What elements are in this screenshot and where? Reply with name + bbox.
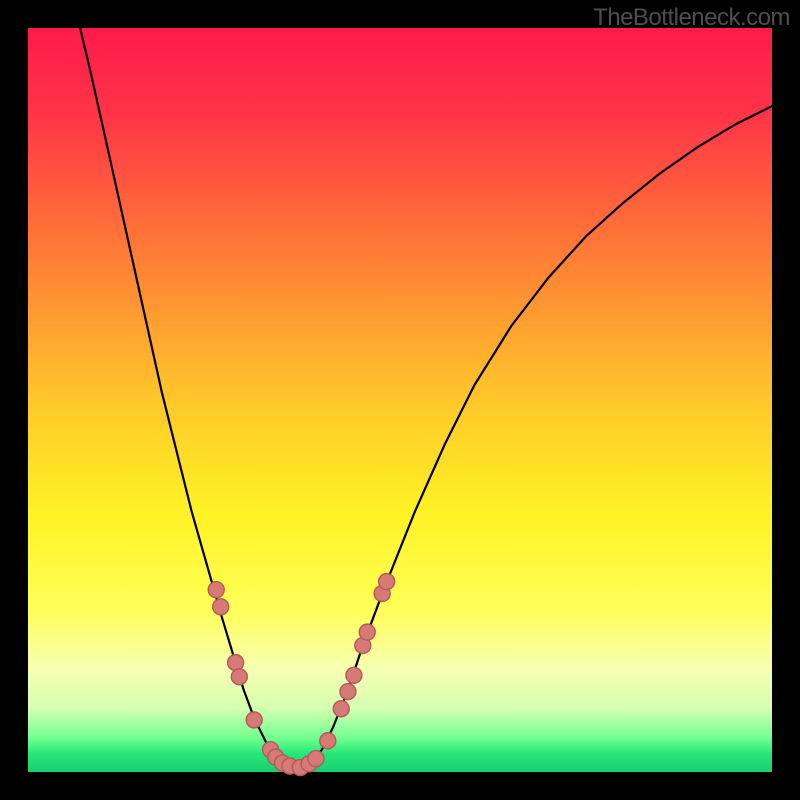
data-marker	[213, 599, 229, 615]
data-marker	[231, 669, 247, 685]
data-marker	[346, 667, 362, 683]
data-marker	[308, 751, 324, 767]
bottleneck-chart	[0, 0, 800, 800]
data-marker	[246, 712, 262, 728]
data-marker	[208, 582, 224, 598]
data-marker	[359, 624, 375, 640]
data-marker	[333, 701, 349, 717]
data-marker	[228, 655, 244, 671]
chart-background	[28, 28, 772, 772]
chart-container: TheBottleneck.com	[0, 0, 800, 800]
watermark-text: TheBottleneck.com	[593, 4, 790, 32]
data-marker	[340, 684, 356, 700]
data-marker	[320, 733, 336, 749]
data-marker	[379, 574, 395, 590]
